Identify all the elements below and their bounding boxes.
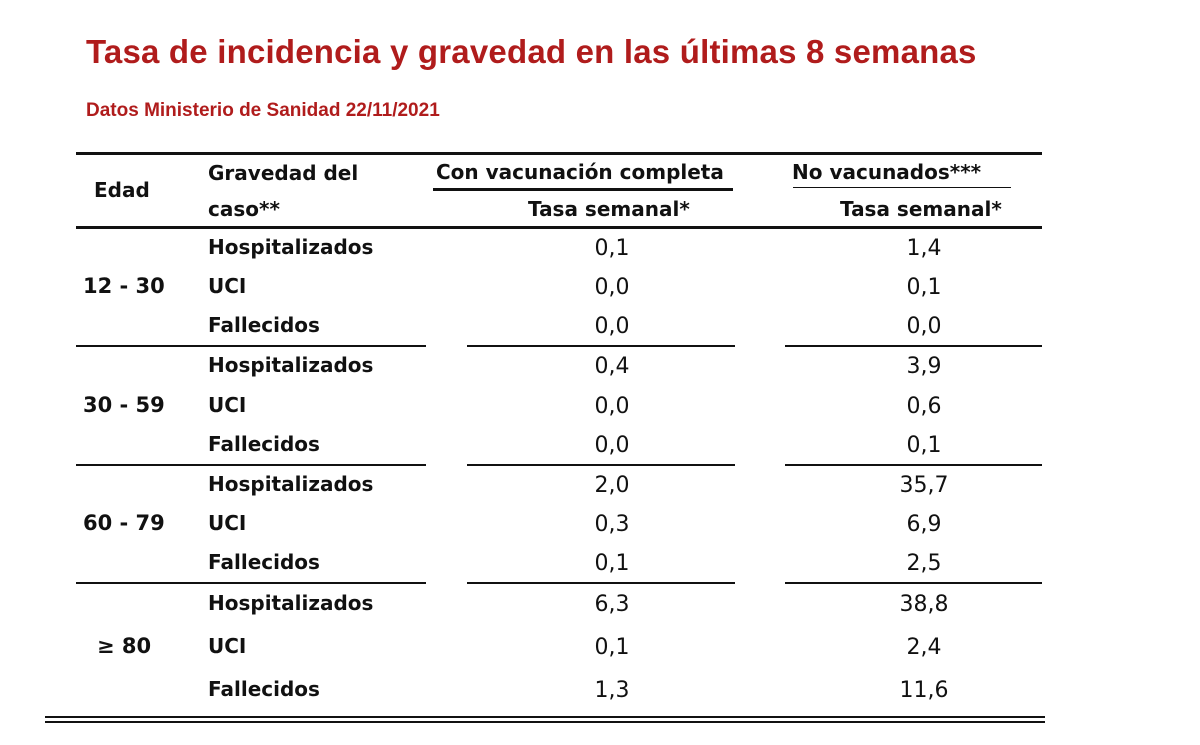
- rate-vacunados: 2,0: [594, 473, 630, 498]
- severity-label: Fallecidos: [208, 677, 320, 701]
- rate-no-vacunados: 35,7: [899, 473, 949, 498]
- table-top-rule: [76, 152, 1042, 155]
- group-separator: [785, 464, 1042, 466]
- rate-no-vacunados: 1,4: [906, 236, 942, 261]
- severity-label: Fallecidos: [208, 313, 320, 337]
- rate-no-vacunados: 0,6: [906, 394, 942, 419]
- rate-vacunados: 0,1: [594, 551, 630, 576]
- header-gravedad-line1: Gravedad del: [208, 161, 359, 185]
- header-vacunados: Con vacunación completa: [436, 160, 724, 184]
- rate-no-vacunados: 3,9: [906, 354, 942, 379]
- header-bottom-rule: [76, 226, 1042, 229]
- rate-no-vacunados: 38,8: [899, 592, 949, 617]
- table-bottom-rule-2: [45, 721, 1045, 723]
- rate-vacunados: 0,1: [594, 635, 630, 660]
- group-separator: [785, 345, 1042, 347]
- group-separator: [467, 582, 735, 584]
- rate-vacunados: 0,0: [594, 275, 630, 300]
- rate-no-vacunados: 2,4: [906, 635, 942, 660]
- header-tasa-no-vacunados: Tasa semanal*: [840, 197, 1002, 221]
- rate-vacunados: 0,4: [594, 354, 630, 379]
- rate-vacunados: 0,0: [594, 394, 630, 419]
- severity-label: UCI: [208, 511, 247, 535]
- header-edad: Edad: [94, 178, 150, 202]
- rate-no-vacunados: 0,1: [906, 275, 942, 300]
- rate-vacunados: 0,1: [594, 236, 630, 261]
- header-gravedad-line2: caso**: [208, 197, 280, 221]
- severity-label: UCI: [208, 393, 247, 417]
- group-separator: [76, 582, 426, 584]
- rate-no-vacunados: 11,6: [899, 678, 949, 703]
- header-tasa-vacunados: Tasa semanal*: [528, 197, 690, 221]
- age-group-label: 30 - 59: [83, 393, 165, 417]
- rate-no-vacunados: 6,9: [906, 512, 942, 537]
- group-separator: [467, 345, 735, 347]
- vacunados-underline: [433, 188, 733, 191]
- group-separator: [76, 464, 426, 466]
- severity-label: Hospitalizados: [208, 353, 374, 377]
- page-title: Tasa de incidencia y gravedad en las últ…: [86, 33, 977, 70]
- rate-vacunados: 0,3: [594, 512, 630, 537]
- severity-label: Hospitalizados: [208, 472, 374, 496]
- page-subtitle: Datos Ministerio de Sanidad 22/11/2021: [86, 100, 440, 121]
- rate-no-vacunados: 0,0: [906, 314, 942, 339]
- group-separator: [785, 582, 1042, 584]
- age-group-label: 12 - 30: [83, 274, 165, 298]
- severity-label: UCI: [208, 274, 247, 298]
- rate-vacunados: 0,0: [594, 314, 630, 339]
- rate-no-vacunados: 2,5: [906, 551, 942, 576]
- age-group-label: 60 - 79: [83, 511, 165, 535]
- severity-label: Fallecidos: [208, 550, 320, 574]
- severity-label: Hospitalizados: [208, 591, 374, 615]
- age-group-label: ≥ 80: [97, 634, 152, 658]
- severity-label: Fallecidos: [208, 432, 320, 456]
- rate-vacunados: 6,3: [594, 592, 630, 617]
- rate-vacunados: 0,0: [594, 433, 630, 458]
- group-separator: [467, 464, 735, 466]
- group-separator: [76, 345, 426, 347]
- severity-label: Hospitalizados: [208, 235, 374, 259]
- header-no-vacunados: No vacunados***: [792, 160, 982, 184]
- rate-no-vacunados: 0,1: [906, 433, 942, 458]
- table-bottom-rule: [45, 716, 1045, 718]
- severity-label: UCI: [208, 634, 247, 658]
- rate-vacunados: 1,3: [594, 678, 630, 703]
- no-vacunados-underline: [793, 187, 1011, 188]
